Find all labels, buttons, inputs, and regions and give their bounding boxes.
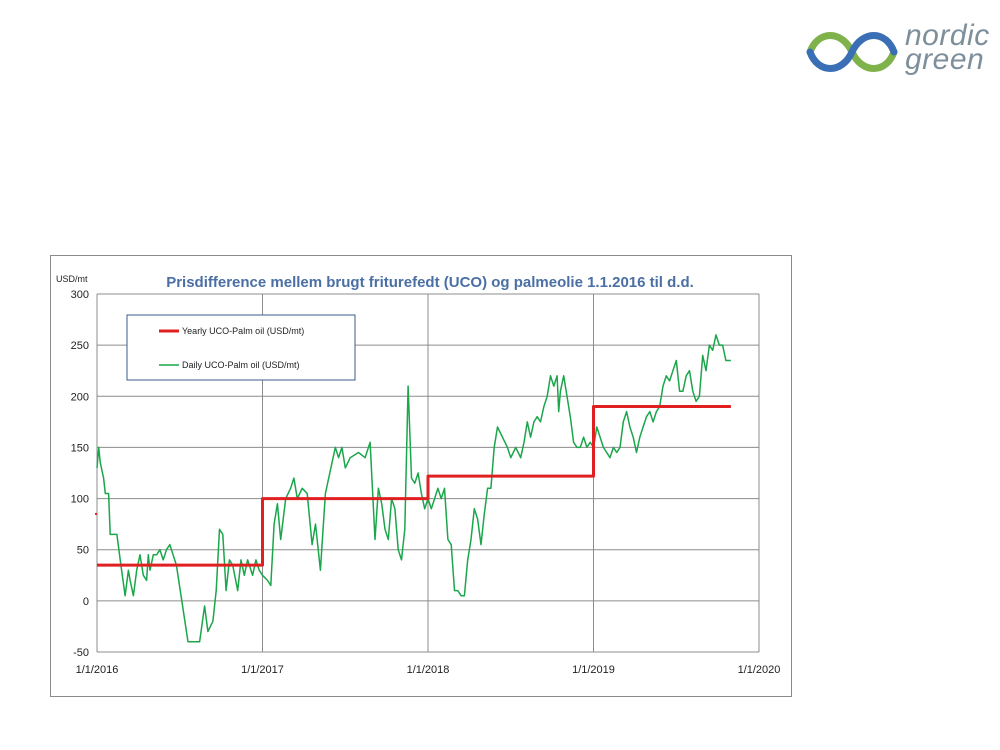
x-tick-label: 1/1/2016 [76,664,119,676]
logo-line-1: nordic [905,19,990,52]
legend-label-yearly: Yearly UCO-Palm oil (USD/mt) [182,326,304,336]
y-axis-ticks: -50 0 50 100 150 200 250 300 [71,289,89,659]
y-tick-label: 250 [71,340,89,352]
y-tick-label: 100 [71,494,89,506]
x-axis-ticks: 1/1/2016 1/1/2017 1/1/2018 1/1/2019 1/1/2020 [76,664,781,676]
y-tick-label: 50 [77,545,89,557]
chart-frame: -50 0 50 100 150 200 250 300 1/1/2016 1/1/2017 1/… [50,255,792,697]
y-tick-label: -50 [73,647,89,659]
y-tick-label: 0 [83,596,89,608]
series-line-yearly [97,405,731,567]
x-tick-label: 1/1/2020 [738,664,781,676]
series-line-daily [96,334,731,643]
series-lines [95,334,731,643]
y-tick-label: 300 [71,289,89,301]
legend-box [126,314,356,381]
y-axis-label: USD/mt [56,274,88,284]
y-tick-label: 150 [71,442,89,454]
chart-title: Prisdifference mellem brugt friturefedt … [166,274,694,291]
nordic-green-logo [800,22,990,82]
legend: Yearly UCO-Palm oil (USD/mt) Daily UCO-P… [126,314,356,381]
logo-line-2: green [905,43,985,76]
logo-wordmark: nordic green [905,19,990,76]
x-tick-label: 1/1/2018 [407,664,450,676]
y-tick-label: 200 [71,391,89,403]
infinity-logo-icon [806,32,898,72]
x-tick-label: 1/1/2017 [241,664,284,676]
legend-label-daily: Daily UCO-Palm oil (USD/mt) [182,360,300,370]
x-tick-label: 1/1/2019 [572,664,615,676]
